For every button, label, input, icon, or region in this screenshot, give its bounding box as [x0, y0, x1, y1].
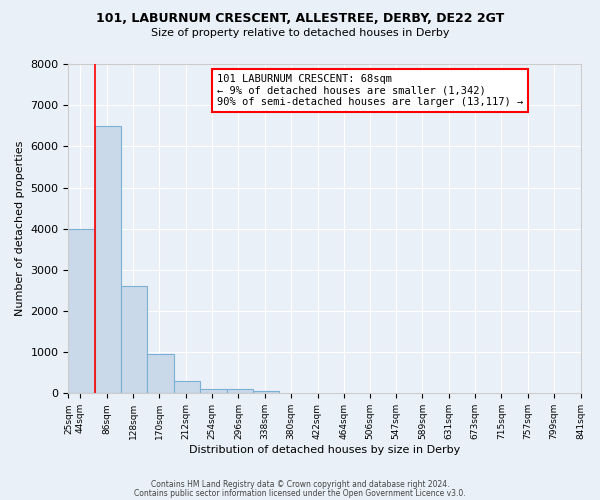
Bar: [68, 228, 95, 394]
Text: Size of property relative to detached houses in Derby: Size of property relative to detached ho…: [151, 28, 449, 38]
Bar: [95, 126, 121, 394]
Bar: [121, 286, 148, 394]
Text: Contains public sector information licensed under the Open Government Licence v3: Contains public sector information licen…: [134, 489, 466, 498]
Bar: [227, 389, 253, 394]
Bar: [174, 381, 200, 394]
Bar: [253, 392, 279, 394]
Text: 101 LABURNUM CRESCENT: 68sqm
← 9% of detached houses are smaller (1,342)
90% of : 101 LABURNUM CRESCENT: 68sqm ← 9% of det…: [217, 74, 523, 107]
Bar: [148, 354, 174, 394]
X-axis label: Distribution of detached houses by size in Derby: Distribution of detached houses by size …: [189, 445, 460, 455]
Text: Contains HM Land Registry data © Crown copyright and database right 2024.: Contains HM Land Registry data © Crown c…: [151, 480, 449, 489]
Bar: [200, 389, 227, 394]
Text: 101, LABURNUM CRESCENT, ALLESTREE, DERBY, DE22 2GT: 101, LABURNUM CRESCENT, ALLESTREE, DERBY…: [96, 12, 504, 26]
Y-axis label: Number of detached properties: Number of detached properties: [15, 141, 25, 316]
